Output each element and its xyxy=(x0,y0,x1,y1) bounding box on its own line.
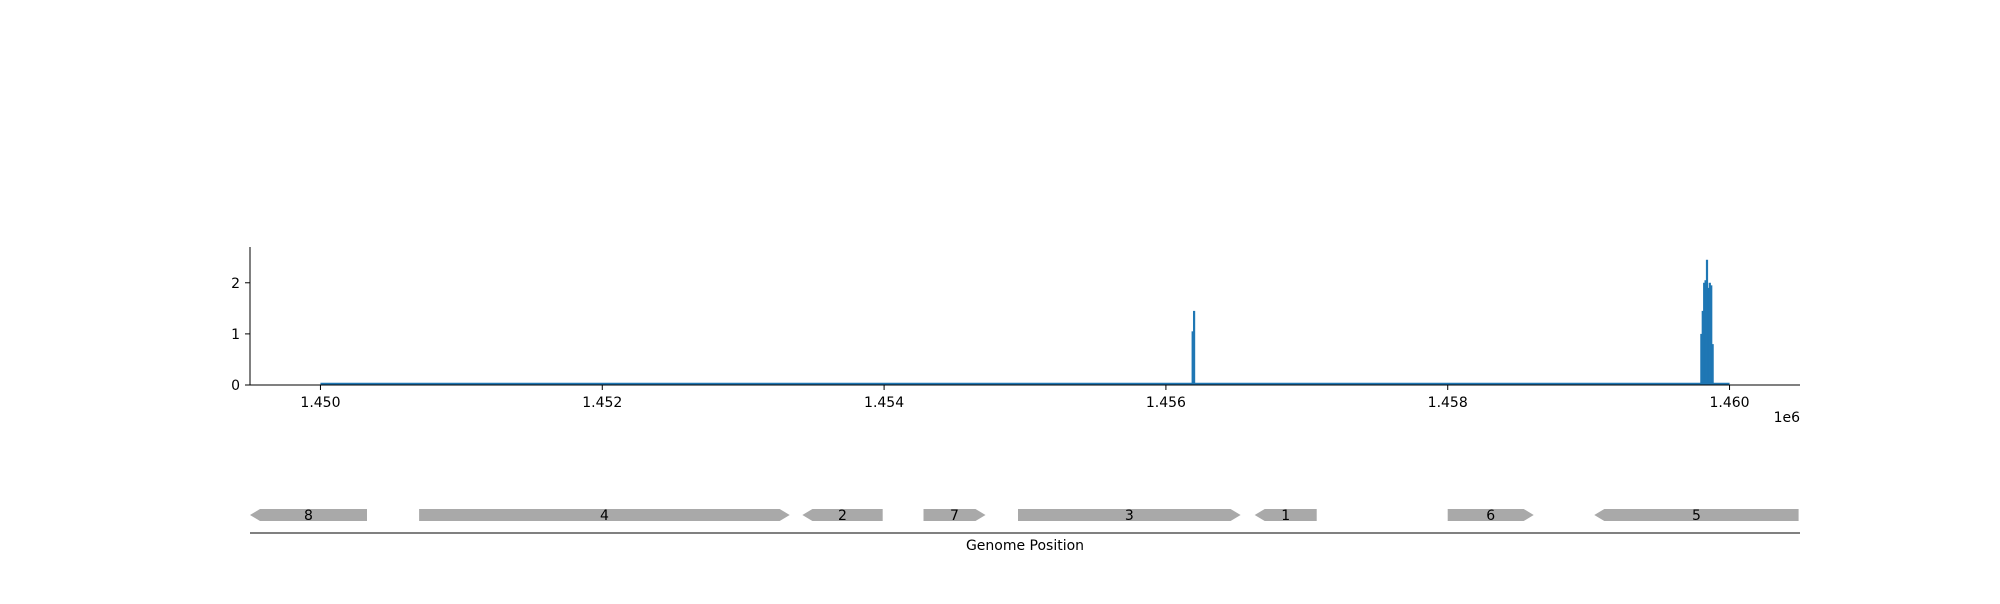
coverage-bar xyxy=(1192,310,1196,385)
x-tick-label: 1.452 xyxy=(582,395,622,411)
gene-label: 2 xyxy=(838,508,847,524)
coverage-panel: 1.450 1.452 1.454 1.456 1.458 1.460 0 1 2 1e6 xyxy=(231,247,1800,426)
gene-arrow xyxy=(250,509,367,521)
x-tick-label: 1.456 xyxy=(1146,395,1186,411)
x-tick-label: 1.460 xyxy=(1709,395,1749,411)
coverage-bar xyxy=(1708,282,1711,385)
y-axis-ticks: 0 1 2 xyxy=(231,276,250,394)
gene-arrows: 8 4 2 7 3 1 6 5 xyxy=(250,508,1799,524)
gene-label: 7 xyxy=(950,508,959,524)
y-tick-label: 2 xyxy=(231,276,240,292)
x-axis-label: Genome Position xyxy=(966,538,1084,554)
coverage-bar xyxy=(1710,285,1713,385)
gene-arrow xyxy=(923,509,986,521)
gene-arrow xyxy=(419,509,790,521)
gene-label: 4 xyxy=(600,508,609,524)
coverage-bar xyxy=(1191,331,1194,385)
coverage-bar xyxy=(1700,333,1703,385)
coverage-bar xyxy=(1703,282,1706,385)
gene-label: 8 xyxy=(304,508,313,524)
coverage-bars xyxy=(1191,259,1714,385)
coverage-bar xyxy=(1704,280,1707,385)
gene-label: 3 xyxy=(1125,508,1134,524)
gene-arrow xyxy=(1018,509,1241,521)
gene-arrow xyxy=(1594,509,1799,521)
gene-track-panel: 8 4 2 7 3 1 6 5 Genome Position xyxy=(250,508,1800,554)
gene-arrow xyxy=(1254,509,1317,521)
y-tick-label: 1 xyxy=(231,327,240,343)
x-tick-label: 1.458 xyxy=(1428,395,1468,411)
coverage-bar xyxy=(1701,310,1704,385)
x-tick-label: 1.454 xyxy=(864,395,904,411)
gene-arrow xyxy=(802,509,883,521)
gene-label: 6 xyxy=(1486,508,1495,524)
coverage-bar xyxy=(1711,344,1714,385)
gene-arrow xyxy=(1447,509,1534,521)
gene-label: 1 xyxy=(1281,508,1290,524)
x-axis-offset-label: 1e6 xyxy=(1774,410,1801,426)
coverage-bar xyxy=(1707,287,1710,385)
gene-label: 5 xyxy=(1692,508,1701,524)
y-tick-label: 0 xyxy=(231,378,240,394)
coverage-bar xyxy=(1705,259,1709,385)
x-axis-ticks: 1.450 1.452 1.454 1.456 1.458 1.460 xyxy=(300,385,1750,411)
x-tick-label: 1.450 xyxy=(300,395,340,411)
